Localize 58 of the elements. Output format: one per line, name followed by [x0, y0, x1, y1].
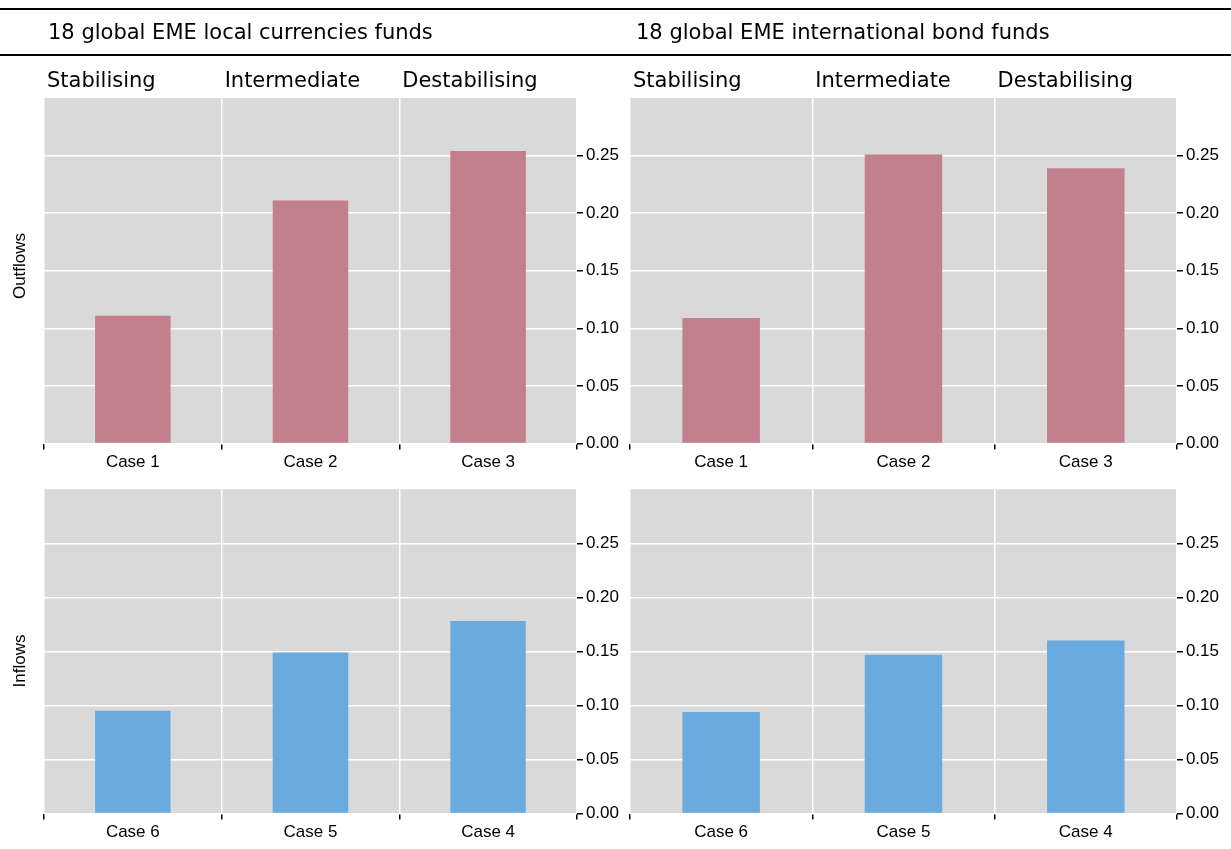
bar [864, 654, 943, 813]
x-tick-label: Case 3 [1058, 452, 1113, 472]
y-tick-label: 0.25 [1185, 532, 1220, 552]
x-tick-label: Case 2 [876, 452, 931, 472]
x-tick-label: Case 2 [283, 452, 338, 472]
x-tick-label: Case 4 [461, 822, 516, 842]
y-tick-label: 0.15 [1185, 260, 1220, 280]
y-tick-label: 0.05 [1185, 749, 1220, 769]
y-tick-label: 0.05 [585, 749, 620, 769]
x-tick-label: Case 1 [105, 452, 160, 472]
y-tick-label: 0.15 [585, 641, 620, 661]
y-axis-title: Outflows [10, 232, 30, 300]
bar [450, 621, 526, 813]
bar [682, 711, 760, 813]
y-tick-label: 0.15 [1185, 641, 1220, 661]
chart-title: 18 global EME international bond funds [635, 20, 1051, 44]
text: Destabilising [997, 67, 1133, 92]
x-tick-label: Case 3 [461, 452, 516, 472]
y-tick-label: 0.05 [1185, 375, 1220, 395]
y-tick-label: 0.15 [585, 260, 620, 280]
chart-title: 18 global EME local currencies funds [47, 20, 434, 44]
y-tick-label: 0.25 [585, 532, 620, 552]
y-tick-label: 0.25 [585, 145, 620, 165]
y-tick-label: 0.10 [1185, 318, 1220, 338]
y-tick-label: 0.20 [585, 202, 620, 222]
y-tick-label: 0.10 [585, 695, 620, 715]
y-tick-label: 0.05 [585, 375, 620, 395]
text: Stabilising [47, 67, 156, 92]
bar [95, 710, 171, 813]
y-tick-label: 0.20 [1185, 202, 1220, 222]
text: Intermediate [815, 67, 951, 92]
bar [450, 150, 526, 443]
y-tick-label: 0.00 [1185, 803, 1220, 823]
y-tick-label: 0.20 [1185, 587, 1220, 607]
bar [682, 318, 760, 443]
y-tick-label: 0.25 [1185, 145, 1220, 165]
x-tick-label: Case 6 [105, 822, 160, 842]
y-tick-label: 0.00 [585, 803, 620, 823]
bar [272, 652, 349, 813]
text: Destabilising [402, 67, 538, 92]
bar [864, 154, 943, 443]
x-tick-label: Case 1 [694, 452, 749, 472]
bar [1047, 640, 1125, 813]
x-tick-label: Case 5 [876, 822, 931, 842]
bar [95, 315, 171, 443]
x-tick-label: Case 6 [694, 822, 749, 842]
y-tick-label: 0.00 [1185, 433, 1220, 453]
bar [1047, 168, 1125, 443]
x-tick-label: Case 4 [1058, 822, 1113, 842]
y-tick-label: 0.10 [585, 318, 620, 338]
y-tick-label: 0.00 [585, 433, 620, 453]
y-axis-title: Inflows [10, 634, 30, 688]
text: Stabilising [633, 67, 742, 92]
bar [272, 200, 349, 443]
text: Intermediate [224, 67, 361, 92]
x-tick-label: Case 5 [283, 822, 338, 842]
y-tick-label: 0.10 [1185, 695, 1220, 715]
y-tick-label: 0.20 [585, 587, 620, 607]
